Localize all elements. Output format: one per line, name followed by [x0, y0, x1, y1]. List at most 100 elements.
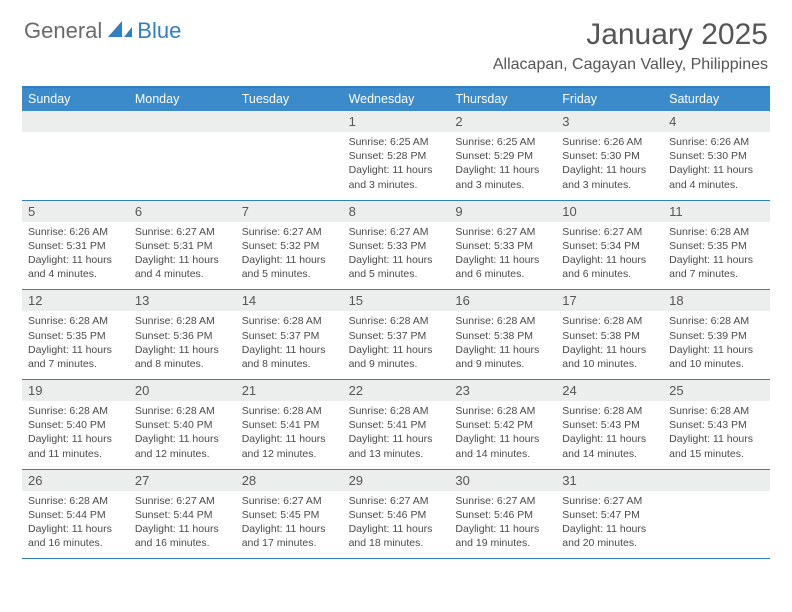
daynum-row: 1234: [22, 111, 770, 132]
calendar-week: 12131415161718Sunrise: 6:28 AMSunset: 5:…: [22, 290, 770, 380]
day-number: 1: [343, 111, 450, 132]
sunrise-line: Sunrise: 6:27 AM: [562, 494, 657, 508]
day-cell: [663, 491, 770, 559]
day-cell: Sunrise: 6:27 AMSunset: 5:44 PMDaylight:…: [129, 491, 236, 559]
sunset-line: Sunset: 5:29 PM: [455, 149, 550, 163]
day-number: [22, 111, 129, 132]
sunrise-line: Sunrise: 6:28 AM: [669, 225, 764, 239]
calendar-week: 1234Sunrise: 6:25 AMSunset: 5:28 PMDayli…: [22, 111, 770, 201]
sunrise-line: Sunrise: 6:28 AM: [349, 404, 444, 418]
day-number: 9: [449, 201, 556, 222]
sunrise-line: Sunrise: 6:28 AM: [669, 314, 764, 328]
sunset-line: Sunset: 5:31 PM: [135, 239, 230, 253]
day-cell: Sunrise: 6:28 AMSunset: 5:37 PMDaylight:…: [236, 311, 343, 379]
sunrise-line: Sunrise: 6:28 AM: [135, 314, 230, 328]
daylight-line: Daylight: 11 hours and 3 minutes.: [455, 163, 550, 191]
day-number: 30: [449, 470, 556, 491]
daylight-line: Daylight: 11 hours and 4 minutes.: [135, 253, 230, 281]
sunset-line: Sunset: 5:33 PM: [455, 239, 550, 253]
sunrise-line: Sunrise: 6:28 AM: [28, 404, 123, 418]
daylight-line: Daylight: 11 hours and 5 minutes.: [242, 253, 337, 281]
day-cell: [129, 132, 236, 200]
sunset-line: Sunset: 5:30 PM: [669, 149, 764, 163]
sunrise-line: Sunrise: 6:28 AM: [349, 314, 444, 328]
day-cell: Sunrise: 6:28 AMSunset: 5:41 PMDaylight:…: [343, 401, 450, 469]
daylight-line: Daylight: 11 hours and 20 minutes.: [562, 522, 657, 550]
day-number: 20: [129, 380, 236, 401]
day-cell: Sunrise: 6:28 AMSunset: 5:38 PMDaylight:…: [556, 311, 663, 379]
weekday-header-row: Sunday Monday Tuesday Wednesday Thursday…: [22, 88, 770, 111]
logo-text-general: General: [24, 18, 102, 44]
weekday-label: Friday: [556, 88, 663, 111]
daylight-line: Daylight: 11 hours and 14 minutes.: [455, 432, 550, 460]
day-cell: Sunrise: 6:27 AMSunset: 5:31 PMDaylight:…: [129, 222, 236, 290]
day-number: 24: [556, 380, 663, 401]
calendar-week: 19202122232425Sunrise: 6:28 AMSunset: 5:…: [22, 380, 770, 470]
sunrise-line: Sunrise: 6:27 AM: [562, 225, 657, 239]
day-number: 14: [236, 290, 343, 311]
sunrise-line: Sunrise: 6:26 AM: [562, 135, 657, 149]
day-number: 22: [343, 380, 450, 401]
day-number: 3: [556, 111, 663, 132]
daybody-row: Sunrise: 6:28 AMSunset: 5:44 PM Daylight:…: [22, 491, 770, 559]
sunrise-line: Sunrise: 6:28 AM: [28, 494, 123, 508]
day-number: 29: [343, 470, 450, 491]
sunset-line: Sunset: 5:43 PM: [562, 418, 657, 432]
day-cell: [22, 132, 129, 200]
day-cell: Sunrise: 6:26 AMSunset: 5:31 PMDaylight:…: [22, 222, 129, 290]
sunrise-line: Sunrise: 6:27 AM: [135, 494, 230, 508]
daylight-line: Daylight: 11 hours and 9 minutes.: [349, 343, 444, 371]
daylight-line: Daylight: 11 hours and 13 minutes.: [349, 432, 444, 460]
sunset-line: Sunset: 5:39 PM: [669, 329, 764, 343]
daylight-line: Daylight: 11 hours and 6 minutes.: [455, 253, 550, 281]
day-number: 27: [129, 470, 236, 491]
sunset-line: Sunset: 5:41 PM: [349, 418, 444, 432]
daylight-line: Daylight: 11 hours and 9 minutes.: [455, 343, 550, 371]
day-cell: [236, 132, 343, 200]
sunrise-line: Sunrise: 6:25 AM: [455, 135, 550, 149]
day-number: 19: [22, 380, 129, 401]
day-number: [663, 470, 770, 491]
day-cell: Sunrise: 6:27 AMSunset: 5:33 PMDaylight:…: [343, 222, 450, 290]
day-number: 25: [663, 380, 770, 401]
daylight-line: Daylight: 11 hours and 3 minutes.: [562, 163, 657, 191]
day-number: 18: [663, 290, 770, 311]
day-cell: Sunrise: 6:27 AMSunset: 5:33 PMDaylight:…: [449, 222, 556, 290]
daylight-line: Daylight: 11 hours and 8 minutes.: [135, 343, 230, 371]
day-cell: Sunrise: 6:27 AMSunset: 5:46 PMDaylight:…: [449, 491, 556, 559]
sunset-line: Sunset: 5:28 PM: [349, 149, 444, 163]
daybody-row: Sunrise: 6:26 AMSunset: 5:31 PMDaylight:…: [22, 222, 770, 290]
day-cell: Sunrise: 6:27 AMSunset: 5:45 PMDaylight:…: [236, 491, 343, 559]
sunset-line: Sunset: 5:30 PM: [562, 149, 657, 163]
sunrise-line: Sunrise: 6:27 AM: [349, 225, 444, 239]
day-number: 21: [236, 380, 343, 401]
day-cell: Sunrise: 6:28 AMSunset: 5:35 PMDaylight:…: [22, 311, 129, 379]
day-cell: Sunrise: 6:28 AMSunset: 5:43 PMDaylight:…: [663, 401, 770, 469]
daylight-line: Daylight: 11 hours and 6 minutes.: [562, 253, 657, 281]
daylight-line: Daylight: 11 hours and 10 minutes.: [562, 343, 657, 371]
sunset-line: Sunset: 5:44 PM: [28, 508, 123, 522]
day-cell: Sunrise: 6:25 AMSunset: 5:29 PMDaylight:…: [449, 132, 556, 200]
daynum-row: 19202122232425: [22, 380, 770, 401]
daylight-line: Daylight: 11 hours and 12 minutes.: [135, 432, 230, 460]
daylight-line: Daylight: 11 hours and 18 minutes.: [349, 522, 444, 550]
day-cell: Sunrise: 6:28 AMSunset: 5:38 PMDaylight:…: [449, 311, 556, 379]
daybody-row: Sunrise: 6:28 AMSunset: 5:40 PMDaylight:…: [22, 401, 770, 469]
sunset-line: Sunset: 5:31 PM: [28, 239, 123, 253]
month-title: January 2025: [493, 18, 768, 52]
sunrise-line: Sunrise: 6:28 AM: [455, 404, 550, 418]
weekday-label: Saturday: [663, 88, 770, 111]
day-number: 4: [663, 111, 770, 132]
daylight-line: Daylight: 11 hours and 14 minutes.: [562, 432, 657, 460]
sunset-line: Sunset: 5:40 PM: [28, 418, 123, 432]
daylight-line: Daylight: 11 hours and 4 minutes.: [669, 163, 764, 191]
sunrise-line: Sunrise: 6:28 AM: [562, 404, 657, 418]
logo-text-blue: Blue: [137, 18, 181, 44]
day-cell: Sunrise: 6:27 AMSunset: 5:32 PMDaylight:…: [236, 222, 343, 290]
sunset-line: Sunset: 5:46 PM: [349, 508, 444, 522]
daylight-line: Daylight: 11 hours and 16 minutes.: [135, 522, 230, 550]
sunrise-line: Sunrise: 6:27 AM: [135, 225, 230, 239]
day-cell: Sunrise: 6:28 AMSunset: 5:37 PMDaylight:…: [343, 311, 450, 379]
day-number: 8: [343, 201, 450, 222]
sunrise-line: Sunrise: 6:25 AM: [349, 135, 444, 149]
